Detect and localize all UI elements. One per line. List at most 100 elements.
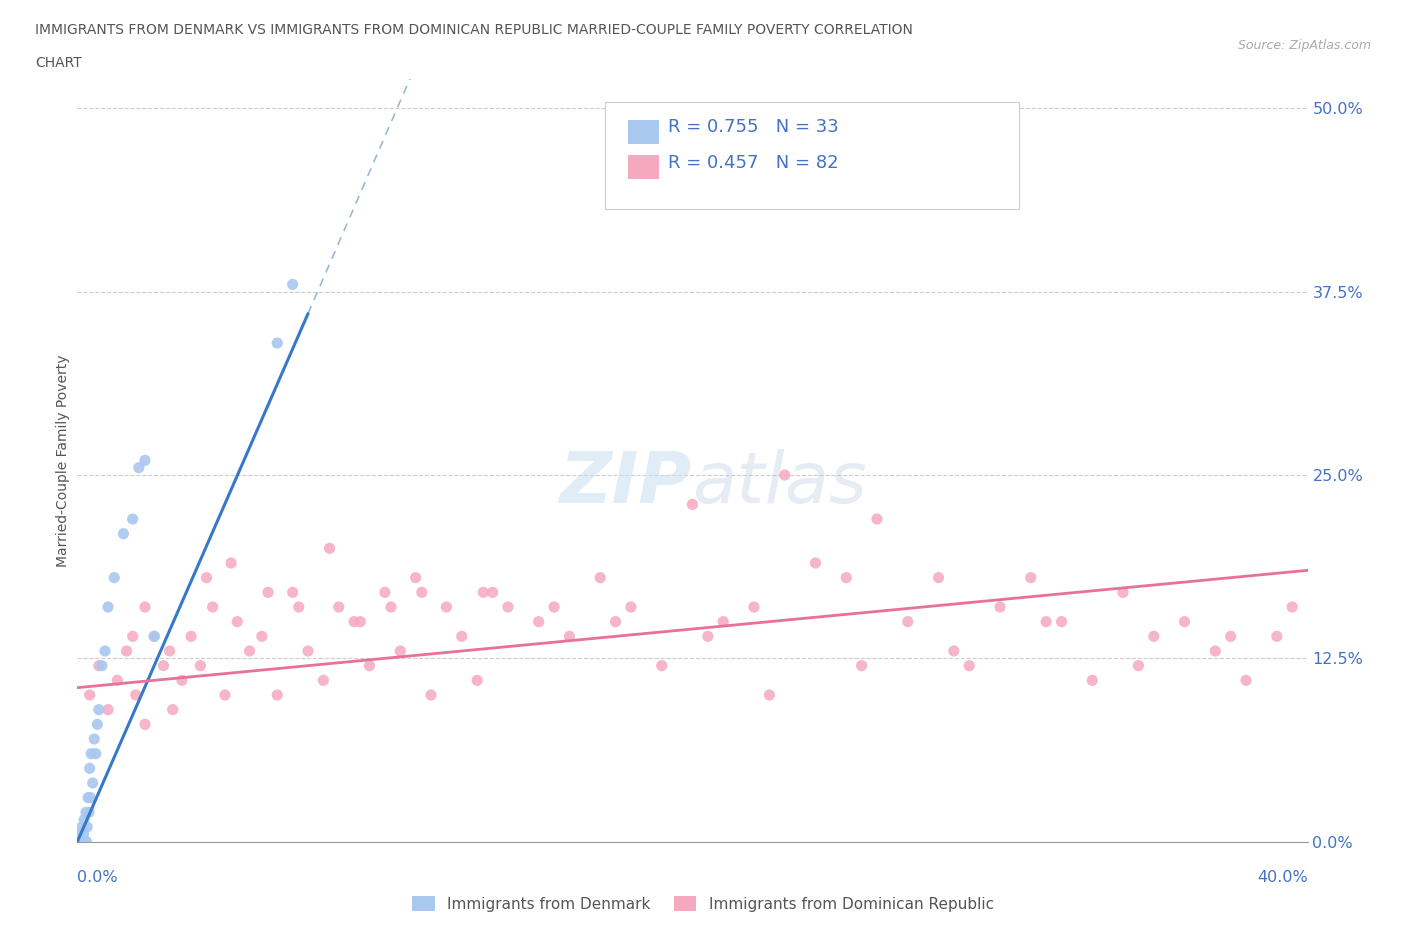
Point [1050, 614, 1073, 629]
Point [70, 834, 93, 849]
Point [420, 687, 443, 702]
Point [758, 687, 780, 702]
Point [143, 629, 166, 644]
Point [80, 746, 103, 761]
Y-axis label: Married-Couple Family Poverty: Married-Couple Family Poverty [56, 354, 70, 566]
Point [349, 614, 371, 629]
Legend: Immigrants from Denmark, Immigrants from Dominican Republic: Immigrants from Denmark, Immigrants from… [406, 889, 1000, 918]
Point [1035, 614, 1057, 629]
Point [112, 526, 135, 541]
Point [465, 673, 488, 688]
Point [1019, 570, 1042, 585]
Point [73, 834, 96, 849]
Point [1265, 629, 1288, 644]
Point [380, 600, 402, 615]
Point [121, 629, 143, 644]
Point [67, 834, 90, 849]
Point [87, 702, 110, 717]
Point [125, 687, 148, 702]
Point [70, 819, 93, 834]
Point [152, 658, 174, 673]
Point [266, 336, 288, 351]
Point [239, 644, 262, 658]
Point [281, 585, 304, 600]
Point [69, 827, 91, 842]
Point [266, 687, 288, 702]
Point [450, 629, 472, 644]
Point [711, 614, 734, 629]
Point [162, 702, 184, 717]
Point [897, 614, 920, 629]
Point [605, 614, 627, 629]
Text: IMMIGRANTS FROM DENMARK VS IMMIGRANTS FROM DOMINICAN REPUBLIC MARRIED-COUPLE FAM: IMMIGRANTS FROM DENMARK VS IMMIGRANTS FR… [35, 23, 912, 37]
Point [83, 732, 105, 747]
Point [527, 614, 550, 629]
Point [942, 644, 965, 658]
Point [651, 658, 673, 673]
Point [115, 644, 138, 658]
Point [90, 658, 114, 673]
Point [72, 834, 94, 849]
Point [411, 585, 433, 600]
Point [1174, 614, 1197, 629]
Point [219, 555, 242, 570]
Point [201, 600, 224, 615]
Point [226, 614, 249, 629]
Text: ZIP: ZIP [560, 449, 693, 518]
Point [97, 702, 120, 717]
Point [851, 658, 873, 673]
Point [134, 600, 156, 615]
Point [190, 658, 212, 673]
Point [988, 600, 1011, 615]
Point [86, 717, 108, 732]
Point [928, 570, 950, 585]
Point [195, 570, 218, 585]
Point [804, 555, 827, 570]
Point [288, 600, 311, 615]
Point [79, 790, 101, 805]
Point [481, 585, 503, 600]
Point [297, 644, 319, 658]
Point [75, 804, 97, 819]
Point [214, 687, 236, 702]
Point [77, 790, 100, 805]
Point [82, 776, 104, 790]
Point [134, 717, 156, 732]
Point [405, 570, 427, 585]
Point [620, 600, 643, 615]
Point [84, 746, 107, 761]
Point [835, 570, 858, 585]
Point [318, 541, 340, 556]
Point [866, 512, 889, 526]
Point [957, 658, 980, 673]
Point [1081, 673, 1104, 688]
Point [94, 644, 117, 658]
Point [143, 629, 166, 644]
Point [79, 687, 101, 702]
Point [170, 673, 193, 688]
Point [472, 585, 495, 600]
Point [1204, 644, 1226, 658]
Point [128, 460, 150, 475]
Point [72, 827, 94, 842]
Point [1219, 629, 1241, 644]
Point [76, 834, 98, 849]
Point [281, 277, 304, 292]
Point [73, 812, 96, 827]
Point [543, 600, 565, 615]
Point [496, 600, 519, 615]
Point [374, 585, 396, 600]
Point [1128, 658, 1150, 673]
Point [159, 644, 181, 658]
Point [79, 761, 101, 776]
Point [69, 834, 91, 849]
Point [389, 644, 412, 658]
Point [1234, 673, 1257, 688]
Point [250, 629, 273, 644]
Point [180, 629, 202, 644]
Point [436, 600, 458, 615]
Point [77, 804, 100, 819]
Point [773, 468, 796, 483]
Point [257, 585, 280, 600]
Point [97, 600, 120, 615]
